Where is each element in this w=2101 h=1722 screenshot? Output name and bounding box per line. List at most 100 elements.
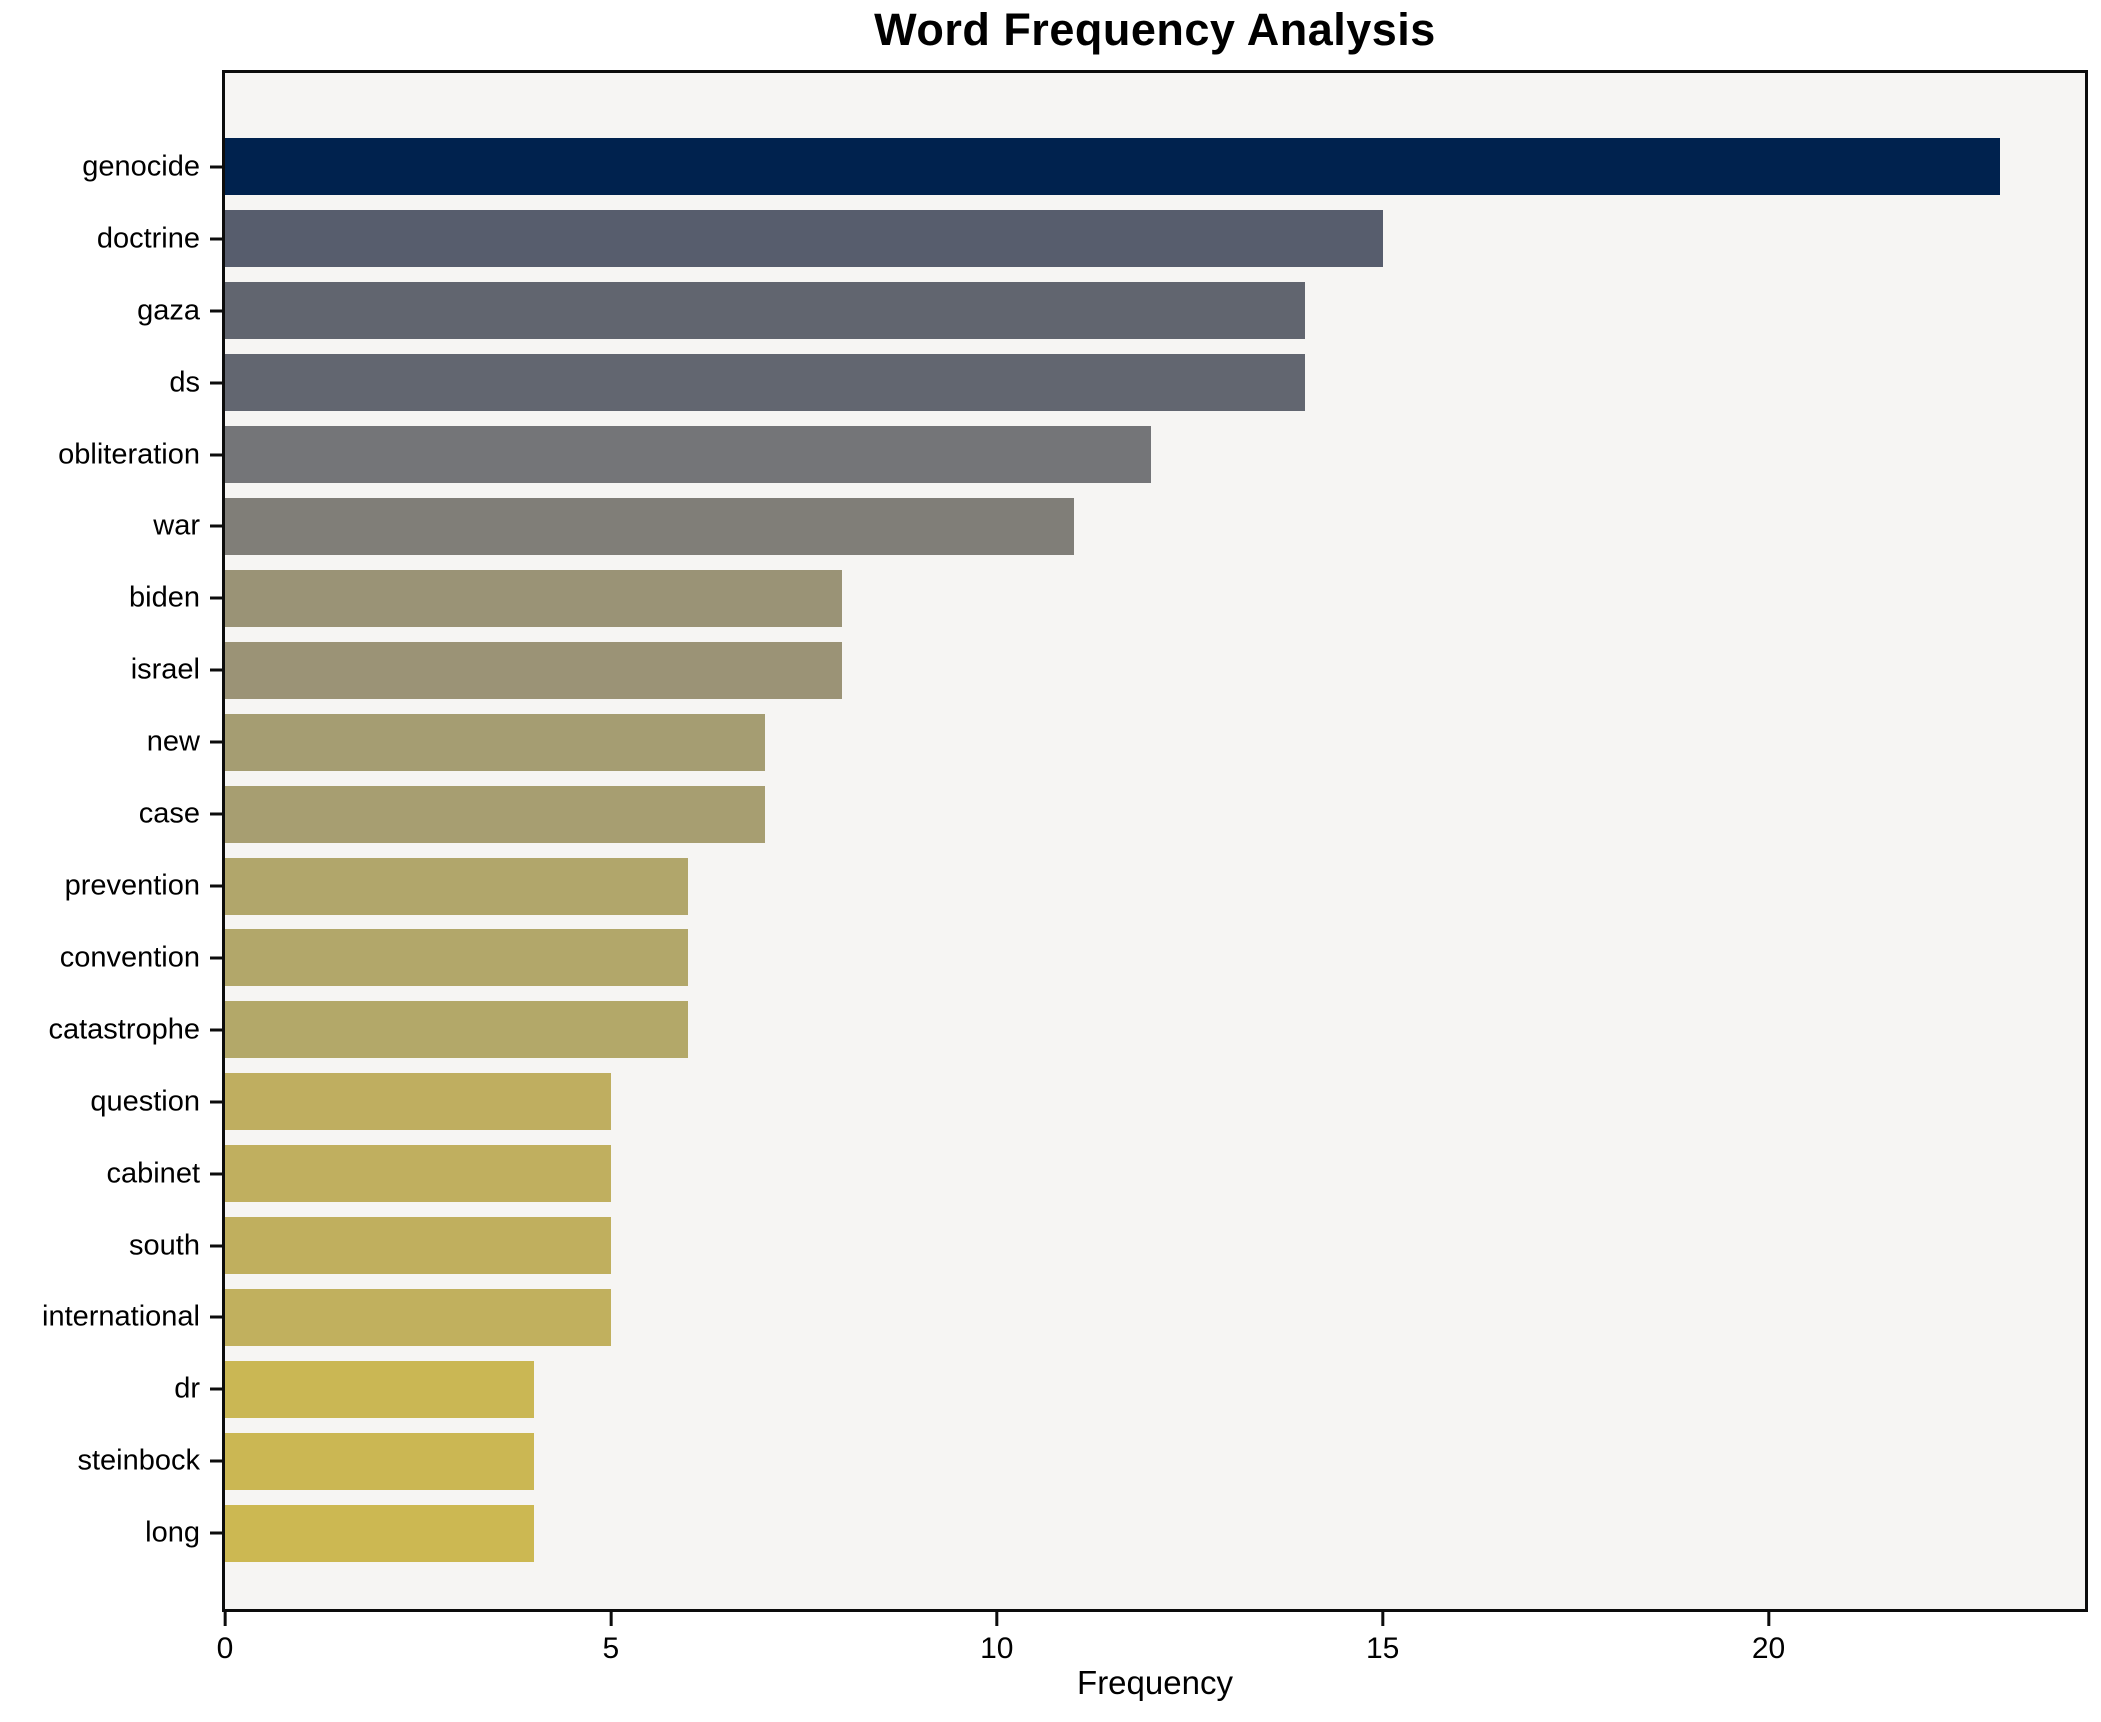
bar [225, 1001, 689, 1059]
y-axis-category-label: biden [129, 581, 200, 614]
bar-row: international [42, 1282, 2085, 1354]
bar [225, 210, 1383, 268]
y-axis-category-label: doctrine [96, 222, 200, 255]
x-axis-label: Frequency [1077, 1664, 1233, 1701]
x-axis-tick-mark [1767, 1612, 1771, 1626]
bar-row: war [153, 491, 2085, 563]
y-axis-category-label: genocide [82, 150, 200, 183]
y-axis-category-label: ds [169, 366, 200, 399]
x-axis-tick-mark [609, 1612, 613, 1626]
bar-row: catastrophe [48, 994, 2085, 1066]
bar-row: long [145, 1497, 2085, 1569]
y-axis-tick-mark [210, 1531, 222, 1535]
bar-row: biden [129, 562, 2085, 634]
bar-row: prevention [65, 850, 2085, 922]
bar-row: convention [60, 922, 2085, 994]
plot-area: genocide doctrine gaza ds obliteration w… [42, 70, 2088, 1665]
y-axis-category-label: long [145, 1516, 200, 1549]
y-axis-tick-mark [210, 884, 222, 888]
bar [225, 1360, 534, 1418]
x-axis-tick-label: 10 [980, 1632, 1014, 1665]
y-axis-tick-mark [210, 1028, 222, 1032]
x-axis-tick: 15 [1366, 1612, 1399, 1666]
y-axis-tick-mark [210, 956, 222, 960]
bar [225, 785, 766, 843]
bar [225, 1504, 534, 1562]
y-axis-tick-mark [210, 1172, 222, 1176]
y-axis-category-label: new [146, 725, 200, 758]
bar [225, 282, 1306, 340]
bar [225, 138, 2001, 196]
y-axis-tick-mark [210, 453, 222, 457]
y-axis-category-label: steinbock [77, 1444, 200, 1477]
y-axis-category-label: prevention [64, 869, 200, 902]
y-axis-category-label: convention [59, 941, 200, 974]
bar [225, 713, 766, 771]
chart-title: Word Frequency Analysis [874, 4, 1436, 55]
y-axis-tick-mark [210, 740, 222, 744]
bar [225, 569, 843, 627]
bar [225, 1073, 611, 1131]
x-axis-tick-label: 0 [216, 1632, 234, 1665]
x-axis-tick-label: 20 [1751, 1632, 1786, 1665]
x-axis-tick-mark [1381, 1612, 1385, 1626]
bar [225, 1432, 534, 1490]
y-axis-category-label: case [138, 797, 200, 830]
y-axis-tick-mark [210, 812, 222, 816]
y-axis-tick-mark [210, 1100, 222, 1104]
bar [225, 1145, 611, 1203]
y-axis-category-label: obliteration [58, 438, 200, 471]
x-axis-tick-label: 5 [602, 1632, 620, 1665]
bar-row: doctrine [97, 203, 2085, 275]
bar-row: ds [169, 347, 2085, 419]
bar [225, 1288, 611, 1346]
x-axis-tick-mark [995, 1612, 999, 1626]
bar [225, 426, 1152, 484]
bar [225, 354, 1306, 412]
bar-row: cabinet [106, 1138, 2085, 1210]
y-axis-tick-mark [210, 165, 222, 169]
x-axis-tick: 0 [216, 1612, 234, 1666]
bar-row: dr [174, 1353, 2085, 1425]
y-axis-category-label: dr [174, 1372, 200, 1405]
y-axis-tick-mark [210, 381, 222, 385]
y-axis-tick-mark [210, 309, 222, 313]
y-axis-category-label: cabinet [106, 1157, 200, 1190]
y-axis-tick-mark [210, 668, 222, 672]
y-axis-tick-mark [210, 1244, 222, 1248]
y-axis-tick-mark [210, 237, 222, 241]
bar [225, 497, 1074, 555]
x-axis-tick-mark [223, 1612, 227, 1626]
y-axis-category-label: question [90, 1085, 200, 1118]
y-axis-tick-mark [210, 1387, 222, 1391]
bars-container: genocide doctrine gaza ds obliteration w… [42, 73, 2085, 1609]
y-axis-category-label: israel [130, 653, 200, 686]
y-axis-tick-mark [210, 596, 222, 600]
bar-row: israel [131, 634, 2085, 706]
y-axis-category-label: catastrophe [48, 1013, 200, 1046]
x-axis-tick: 10 [980, 1612, 1013, 1666]
y-axis-category-label: war [153, 509, 200, 542]
bar-row: case [139, 778, 2085, 850]
bar-row: south [129, 1210, 2085, 1282]
bar-row: steinbock [77, 1425, 2085, 1497]
x-axis-tick: 20 [1752, 1612, 1785, 1666]
y-axis-category-label: international [42, 1300, 200, 1333]
bar [225, 641, 843, 699]
x-axis-tick: 5 [602, 1612, 620, 1666]
y-axis-category-label: south [129, 1229, 200, 1262]
y-axis-tick-mark [210, 524, 222, 528]
bar-row: question [90, 1066, 2085, 1138]
bar-row: gaza [137, 275, 2085, 347]
y-axis-tick-mark [210, 1459, 222, 1463]
bar [225, 929, 689, 987]
bar-row: new [147, 706, 2085, 778]
y-axis-tick-mark [210, 1315, 222, 1319]
bar [225, 857, 689, 915]
bar-row: obliteration [58, 419, 2085, 491]
y-axis-category-label: gaza [137, 294, 200, 327]
x-axis-tick-label: 15 [1365, 1632, 1400, 1665]
bar [225, 1217, 611, 1275]
bar-row: genocide [82, 131, 2085, 203]
